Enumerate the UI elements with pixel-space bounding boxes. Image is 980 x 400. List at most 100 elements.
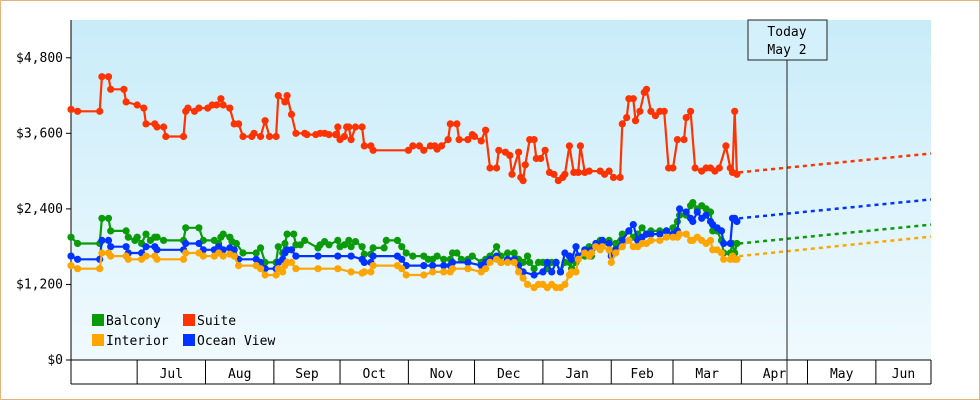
data-point (107, 85, 115, 93)
x-month-label: Aug (228, 367, 251, 382)
data-point (314, 265, 322, 273)
data-point (647, 107, 655, 115)
data-point (257, 265, 265, 273)
projection-interior (739, 235, 932, 258)
data-point (605, 246, 613, 254)
data-point (402, 271, 410, 279)
legend-swatch (183, 334, 195, 346)
data-point (673, 136, 682, 144)
data-point (107, 243, 115, 251)
projection-layer (739, 152, 932, 258)
data-point (689, 199, 697, 207)
data-point (232, 239, 240, 248)
data-point (235, 262, 243, 270)
data-point (504, 258, 512, 266)
x-month-label: Feb (630, 367, 654, 382)
data-point (722, 142, 730, 150)
data-point (733, 217, 741, 226)
data-point (676, 230, 684, 238)
data-point (283, 230, 291, 238)
projection-ocean-view (739, 198, 932, 220)
today-label-line2: May 2 (767, 43, 806, 58)
data-point (429, 262, 437, 270)
data-point (226, 104, 234, 112)
today-marker: Today May 2 (747, 19, 828, 384)
projection-balcony (739, 223, 932, 245)
data-point (334, 236, 342, 244)
data-point (523, 252, 532, 260)
today-box (747, 19, 828, 61)
data-point (358, 243, 366, 251)
data-point (287, 246, 296, 254)
data-point (618, 236, 626, 244)
data-point (382, 236, 390, 244)
y-tick-label: $1,200 (16, 277, 63, 292)
data-point (340, 132, 348, 141)
x-month-label: Jan (565, 367, 588, 382)
data-point (446, 120, 454, 128)
data-point (347, 268, 355, 276)
y-tick-label: $2,400 (16, 202, 63, 217)
x-month-label: Oct (362, 367, 385, 382)
data-point (182, 239, 190, 248)
data-point (693, 208, 701, 216)
data-point (437, 142, 446, 150)
series-interior (67, 230, 741, 292)
data-point (360, 258, 368, 266)
data-point (415, 142, 423, 150)
data-point (616, 173, 624, 181)
data-point (252, 249, 260, 257)
legend-swatch (183, 314, 195, 326)
data-point (682, 208, 690, 216)
data-point (638, 224, 646, 232)
data-point (219, 101, 227, 109)
data-point (279, 268, 287, 276)
data-point (195, 224, 203, 232)
data-point (369, 262, 377, 270)
data-point (662, 227, 671, 235)
data-point (179, 255, 188, 263)
y-tick-label: $3,600 (16, 126, 63, 141)
data-point (464, 265, 472, 273)
data-point (464, 258, 472, 266)
data-point (230, 246, 238, 254)
data-point (272, 132, 280, 141)
data-point (493, 243, 501, 251)
data-point (380, 244, 388, 252)
data-point (510, 249, 518, 257)
x-month-label: May (830, 367, 854, 382)
data-point (720, 255, 728, 263)
data-point (369, 252, 377, 260)
x-month-label: Sep (295, 367, 319, 382)
data-point (153, 246, 161, 254)
data-point (676, 205, 684, 213)
data-point (265, 132, 274, 141)
data-point (96, 265, 104, 273)
x-month-label: Dec (497, 367, 520, 382)
data-point (334, 252, 342, 260)
data-point (717, 227, 726, 235)
today-label-line1: Today (767, 25, 806, 40)
data-point (153, 255, 161, 263)
data-point (347, 252, 355, 260)
data-point (292, 129, 300, 137)
data-point (440, 268, 448, 276)
data-point (212, 101, 221, 109)
data-point (340, 241, 348, 249)
data-point (572, 268, 580, 276)
data-point (585, 167, 593, 175)
data-point (420, 271, 428, 279)
data-point (720, 239, 728, 248)
data-point (120, 85, 128, 93)
data-point (733, 239, 741, 248)
data-point (691, 164, 699, 172)
data-point (420, 262, 428, 270)
legend-swatch (92, 314, 104, 326)
data-point (550, 170, 558, 178)
data-point (281, 239, 289, 248)
data-point (334, 265, 342, 273)
data-point (510, 258, 518, 266)
legend-label: Interior (106, 334, 169, 349)
data-point (296, 241, 304, 249)
data-point (440, 255, 448, 263)
